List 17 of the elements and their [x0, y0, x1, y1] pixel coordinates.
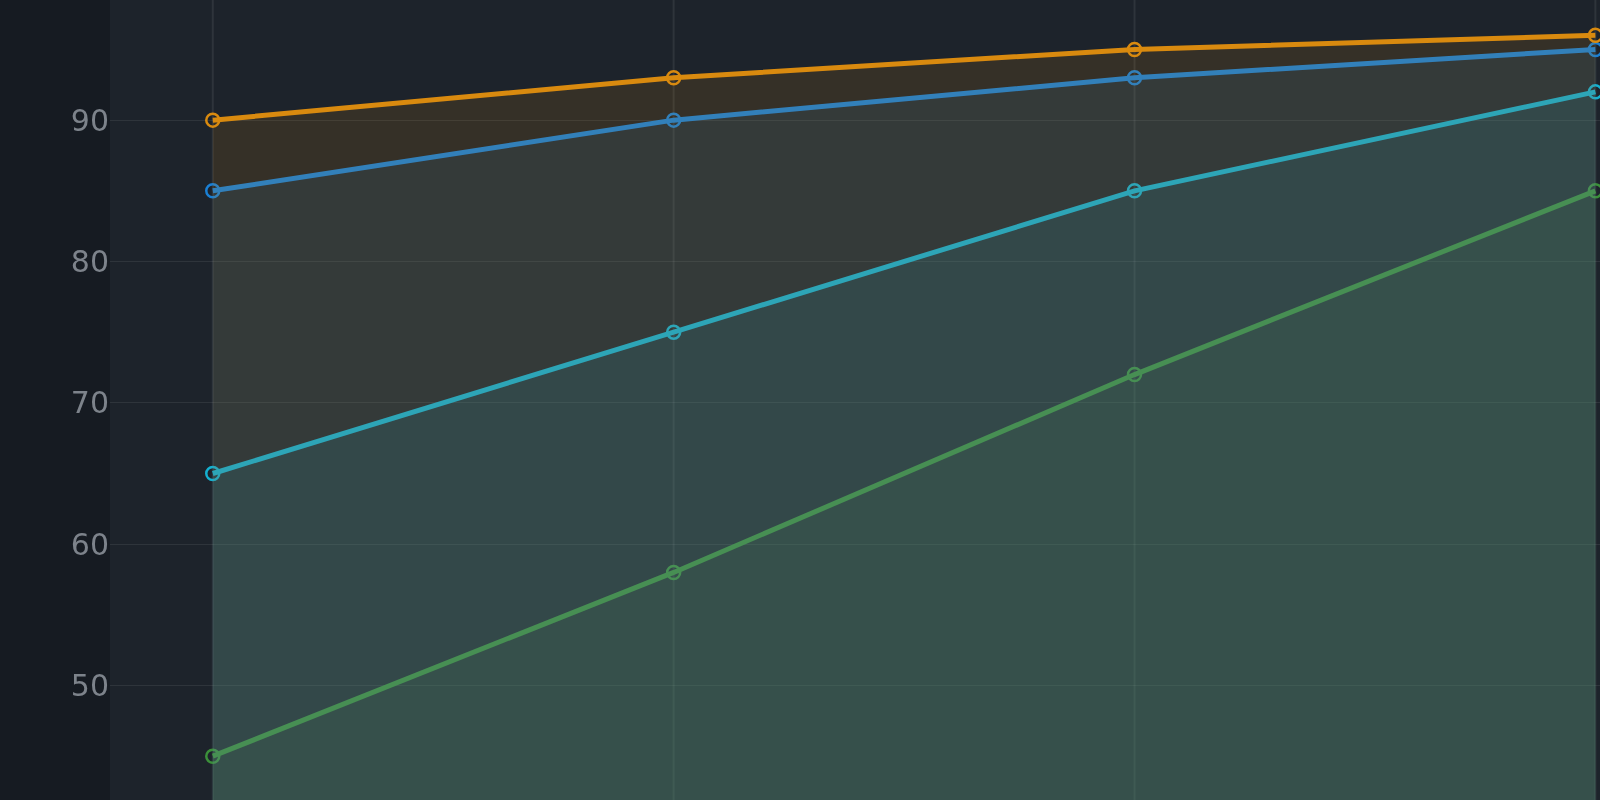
point: [665, 324, 682, 340]
y-tick-label: 60: [70, 526, 109, 562]
y-tick-label: 50: [70, 668, 109, 704]
y-tick-label: 90: [70, 102, 109, 138]
point: [665, 69, 682, 86]
point: [1126, 69, 1143, 86]
point: [1126, 366, 1143, 383]
y-tick-label: 70: [70, 385, 109, 421]
point: [665, 564, 682, 581]
point: [205, 112, 221, 128]
point: [205, 748, 221, 764]
y-tick-label: 80: [70, 243, 109, 279]
point: [205, 465, 221, 482]
point: [1126, 183, 1143, 199]
point: [205, 183, 221, 199]
point: [1126, 41, 1143, 58]
point: [665, 112, 682, 128]
